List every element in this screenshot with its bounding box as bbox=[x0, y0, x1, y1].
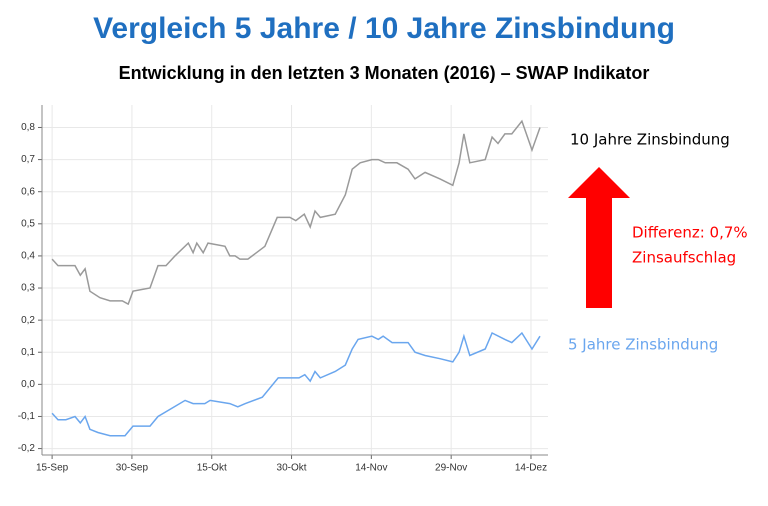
y-tick-label: 0,1 bbox=[21, 347, 35, 358]
y-tick-label: 0,5 bbox=[21, 218, 35, 229]
y-tick-label: 0,3 bbox=[21, 283, 35, 294]
annotation: Differenz: 0,7% bbox=[632, 224, 748, 242]
y-tick-label: 0,4 bbox=[21, 251, 35, 262]
y-tick-label: -0,1 bbox=[18, 411, 36, 422]
chart-subtitle: Entwicklung in den letzten 3 Monaten (20… bbox=[119, 63, 650, 83]
series-line bbox=[51, 119, 541, 306]
y-tick-label: 0,7 bbox=[21, 154, 35, 165]
y-tick-label: 0,2 bbox=[21, 315, 35, 326]
x-tick-label: 29-Nov bbox=[435, 463, 467, 474]
x-tick-label: 15-Okt bbox=[197, 463, 227, 474]
x-tick-label: 30-Okt bbox=[277, 463, 307, 474]
legend-label: 5 Jahre Zinsbindung bbox=[568, 336, 718, 354]
x-tick-label: 30-Sep bbox=[116, 463, 149, 474]
y-tick-label: -0,2 bbox=[18, 443, 36, 454]
arrow bbox=[568, 167, 630, 308]
y-tick-label: 0,0 bbox=[21, 379, 35, 390]
legend-label: 10 Jahre Zinsbindung bbox=[570, 131, 730, 149]
y-tick-label: 0,6 bbox=[21, 186, 35, 197]
annotation: Zinsaufschlag bbox=[632, 249, 736, 267]
series-line bbox=[51, 331, 541, 437]
x-tick-label: 14-Nov bbox=[355, 463, 387, 474]
y-tick-label: 0,8 bbox=[21, 122, 35, 133]
chart-title: Vergleich 5 Jahre / 10 Jahre Zinsbindung bbox=[93, 12, 675, 45]
x-tick-label: 14-Dez bbox=[515, 463, 547, 474]
x-tick-label: 15-Sep bbox=[36, 463, 69, 474]
